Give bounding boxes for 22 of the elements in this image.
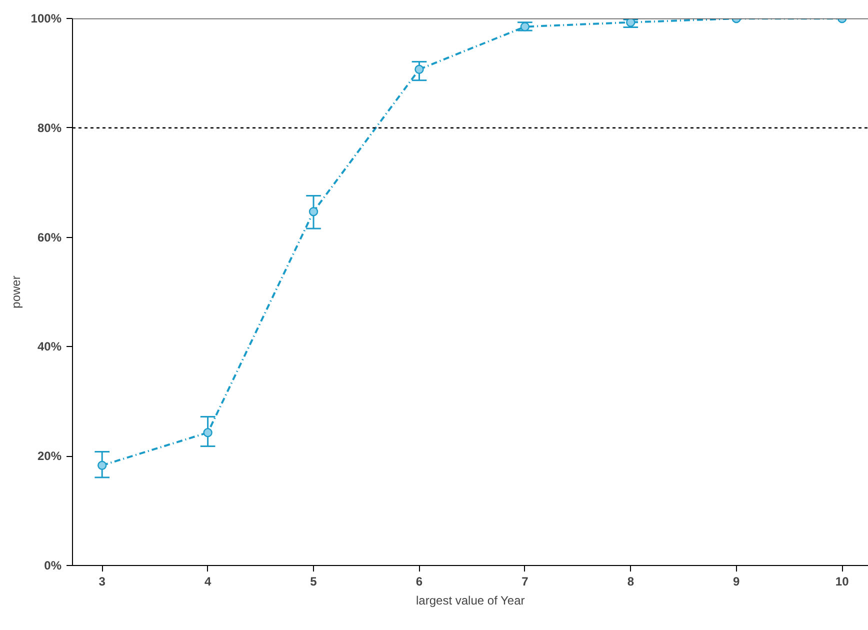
x-axis-title: largest value of Year <box>416 594 525 608</box>
x-tick-label: 7 <box>522 574 529 588</box>
x-tick-label: 9 <box>733 574 740 588</box>
x-tick-label: 8 <box>627 574 634 588</box>
point <box>308 207 318 216</box>
point <box>98 460 107 470</box>
y-tick-label: 80% <box>37 120 62 135</box>
point <box>520 22 530 32</box>
point <box>203 428 212 438</box>
y-axis-title: power <box>8 276 23 308</box>
point <box>414 64 424 74</box>
point <box>626 18 636 27</box>
x-tick-label: 10 <box>835 574 850 588</box>
y-tick-label: 0% <box>44 558 62 572</box>
y-tick-label: 20% <box>37 449 62 464</box>
x-tick-label: 3 <box>98 574 106 588</box>
y-tick-label: 100% <box>30 12 62 26</box>
x-tick-label: 4 <box>204 574 212 588</box>
y-tick-label: 60% <box>37 230 62 244</box>
x-tick-label: 6 <box>416 574 423 588</box>
y-tick-label: 40% <box>37 340 62 354</box>
x-tick-label: 5 <box>310 574 318 588</box>
